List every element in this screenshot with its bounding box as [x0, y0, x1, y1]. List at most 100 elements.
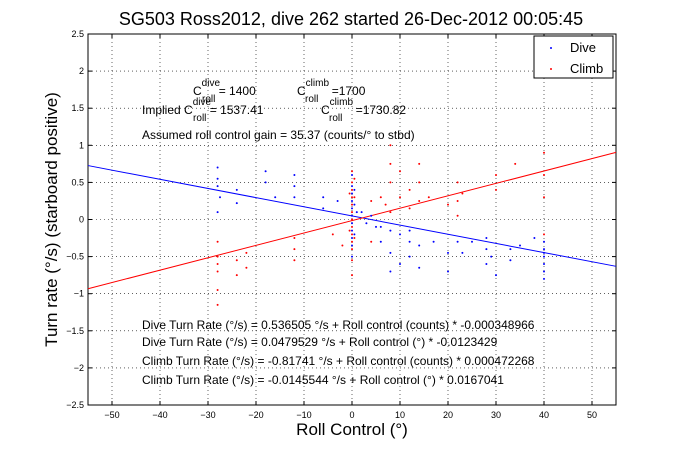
climb-point: [399, 196, 401, 199]
dive-point: [351, 192, 353, 195]
x-tick-label: 30: [491, 410, 501, 420]
dive-point: [274, 196, 277, 199]
climb-point: [351, 240, 353, 243]
dive-point: [379, 240, 382, 243]
climb-point: [351, 274, 353, 277]
y-axis-label: Turn rate (°/s) (starboard positive): [42, 92, 61, 347]
climb-point: [514, 162, 517, 165]
climb-point: [348, 192, 351, 195]
legend-climb-label: Climb: [570, 61, 603, 76]
dive-point: [389, 251, 392, 254]
x-axis-label: Roll Control (°): [296, 420, 408, 439]
x-tick-label: 0: [349, 410, 354, 420]
dive-point: [485, 237, 488, 240]
dive-point: [399, 263, 401, 266]
climb-point: [461, 192, 464, 195]
equation-dive-degrees: Dive Turn Rate (°/s) = 0.0479529 °/s + R…: [142, 335, 498, 349]
climb-point: [216, 288, 219, 291]
dive-point: [543, 248, 545, 251]
dive-point: [365, 222, 368, 225]
climb-point: [293, 259, 296, 262]
climb-point: [351, 188, 353, 191]
dive-point: [543, 277, 545, 280]
roll-coefficient-annotation: Cdive roll = 1400 Cclimb roll =1700: [193, 78, 366, 105]
climb-point: [543, 151, 545, 154]
x-tick-label: −10: [296, 410, 311, 420]
x-tick-label: −50: [104, 410, 119, 420]
climb-point: [456, 181, 459, 184]
dive-point: [216, 211, 219, 214]
dive-point: [293, 173, 296, 176]
climb-point: [341, 244, 344, 247]
dive-point: [471, 240, 473, 243]
y-tick-label: −2.5: [66, 400, 84, 410]
x-tick-label: −20: [248, 410, 263, 420]
x-tick-label: 40: [539, 410, 549, 420]
dive-point: [418, 266, 421, 269]
climb-point: [351, 181, 353, 184]
climb-point: [216, 255, 219, 258]
dive-point: [447, 251, 449, 254]
climb-point: [370, 240, 373, 243]
dive-point: [370, 214, 373, 217]
climb-point: [331, 233, 334, 236]
climb-point: [418, 199, 421, 202]
x-tick-label: −30: [200, 410, 215, 420]
dive-point: [408, 240, 411, 243]
climb-point: [379, 196, 382, 199]
dive-point: [216, 177, 219, 180]
climb-point: [456, 214, 459, 217]
climb-point: [351, 259, 353, 262]
y-tick-label: 2.5: [71, 29, 84, 39]
dive-point: [353, 188, 356, 191]
dive-point: [293, 185, 296, 188]
data-points: [216, 144, 545, 306]
dive-point: [351, 237, 353, 240]
dive-point: [543, 240, 545, 243]
y-tick-label: −0.5: [66, 252, 84, 262]
dive-point: [456, 240, 459, 243]
climb-point: [348, 229, 351, 232]
equation-dive-counts: Dive Turn Rate (°/s) = 0.536505 °/s + Ro…: [142, 318, 535, 332]
climb-point: [351, 225, 353, 228]
dive-point: [495, 274, 497, 277]
dive-point: [235, 188, 238, 191]
legend: Dive Climb: [533, 35, 614, 79]
gain-annotation: Assumed roll control gain = 35.37 (count…: [142, 128, 415, 142]
dive-point: [351, 173, 353, 176]
climb-point: [389, 162, 392, 165]
dive-point: [418, 244, 421, 247]
climb-point: [351, 233, 353, 236]
climb-point: [399, 170, 401, 173]
chart-title: SG503 Ross2012, dive 262 started 26-Dec-…: [119, 9, 583, 29]
dive-point: [351, 229, 353, 232]
dive-point: [351, 255, 353, 258]
dive-point: [379, 225, 382, 228]
dive-point: [408, 229, 411, 232]
climb-point: [543, 173, 545, 176]
y-tick-label: 0: [79, 215, 84, 225]
dive-point: [490, 255, 493, 258]
dive-point: [360, 211, 363, 214]
climb-point: [353, 196, 356, 199]
climb-point: [351, 218, 353, 221]
dive-point: [293, 196, 296, 199]
dive-point: [216, 185, 219, 188]
dive-point: [375, 225, 377, 228]
dive-point: [509, 248, 512, 251]
climb-point: [418, 181, 421, 184]
climb-point: [389, 211, 392, 214]
climb-point: [543, 196, 545, 199]
dive-point: [543, 251, 545, 254]
dive-point: [485, 263, 488, 266]
climb-point: [543, 233, 545, 236]
dive-point: [351, 244, 353, 247]
fit-equations: Dive Turn Rate (°/s) = 0.536505 °/s + Ro…: [142, 318, 535, 387]
climb-point: [447, 203, 449, 206]
dive-point: [389, 229, 392, 232]
climb-point: [216, 240, 219, 243]
y-tick-label: −2: [74, 363, 84, 373]
climb-point: [427, 196, 430, 199]
